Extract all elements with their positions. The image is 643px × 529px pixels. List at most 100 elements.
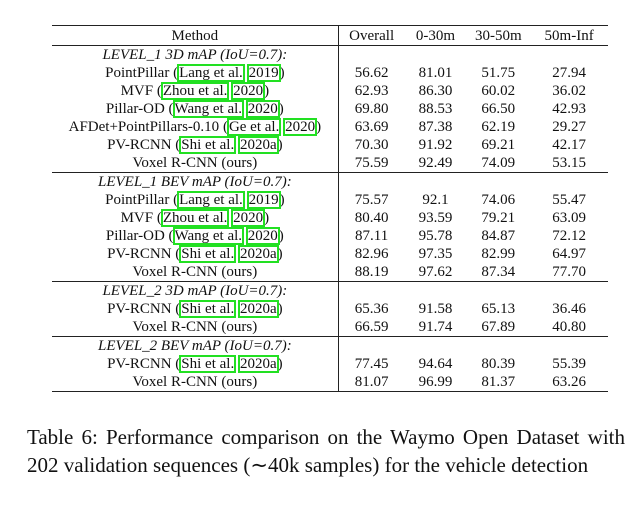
method-name: Voxel R-CNN (ours): [132, 319, 258, 335]
value-30-50m: 82.99: [481, 246, 516, 262]
value-overall: 88.19: [354, 264, 389, 280]
value-30-50m: 67.89: [481, 319, 516, 335]
citation-year-link[interactable]: 2020: [245, 227, 280, 245]
value-50m-inf: 53.15: [552, 155, 586, 171]
group-header-row: LEVEL_2 BEV mAP (IoU=0.7):: [52, 336, 608, 356]
empty-cell: [466, 337, 530, 356]
citation-year-link[interactable]: 2020a: [237, 136, 279, 154]
value-0-30m: 92.1: [422, 192, 449, 208]
header-50m-inf: 50m-Inf: [544, 27, 594, 44]
table-body: LEVEL_1 3D mAP (IoU=0.7): PointPillar (La…: [52, 45, 608, 392]
citation-author-link[interactable]: Shi et al.: [179, 300, 237, 318]
group-header-row: LEVEL_1 3D mAP (IoU=0.7):: [52, 45, 608, 65]
table-row: AFDet+PointPillars-0.10 (Ge et al. 2020)…: [52, 118, 608, 136]
method-name: PointPillar: [105, 192, 170, 208]
value-30-50m: 79.21: [481, 210, 516, 226]
citation-author-link[interactable]: Ge et al.: [226, 118, 282, 136]
value-30-50m: 74.09: [481, 155, 516, 171]
value-0-30m: 91.74: [418, 319, 453, 335]
table-row: PV-RCNN (Shi et al. 2020a) 77.45 94.64 80.3…: [52, 355, 608, 373]
method-name: Voxel R-CNN (ours): [132, 155, 258, 171]
value-0-30m: 97.62: [418, 264, 453, 280]
results-table: Method Overall 0-30m 30-50m 50m-Inf LEVE…: [52, 25, 608, 392]
citation-author-link[interactable]: Shi et al.: [179, 136, 237, 154]
value-50m-inf: 64.97: [552, 246, 586, 262]
value-50m-inf: 27.94: [552, 65, 586, 81]
value-0-30m: 97.35: [418, 246, 453, 262]
value-overall: 62.93: [354, 83, 389, 99]
value-50m-inf: 42.93: [552, 101, 586, 117]
value-overall: 87.11: [355, 228, 389, 244]
value-0-30m: 81.01: [418, 65, 453, 81]
table-row: PointPillar (Lang et al. 2019) 75.57 92.1 7…: [52, 191, 608, 209]
value-30-50m: 51.75: [481, 65, 516, 81]
method-cell: Voxel R-CNN (ours): [52, 154, 339, 173]
value-overall: 81.07: [354, 374, 389, 390]
value-50m-inf: 36.02: [552, 83, 586, 99]
citation-year-link[interactable]: 2019: [246, 64, 281, 82]
value-50m-inf: 77.70: [552, 264, 586, 280]
empty-cell: [338, 46, 404, 65]
citation-author-link[interactable]: Wang et al.: [172, 227, 245, 245]
value-0-30m: 91.58: [418, 301, 453, 317]
method-cell: Voxel R-CNN (ours): [52, 373, 339, 392]
method-cell: PV-RCNN (Shi et al. 2020a): [52, 355, 339, 373]
value-50m-inf: 29.27: [552, 119, 586, 135]
value-0-30m: 92.49: [418, 155, 453, 171]
value-overall: 75.59: [354, 155, 389, 171]
method-cell: Voxel R-CNN (ours): [52, 318, 339, 337]
header-method: Method: [52, 25, 339, 46]
empty-cell: [338, 173, 404, 192]
group-title: LEVEL_2 BEV mAP (IoU=0.7):: [52, 336, 339, 355]
method-name: AFDet+PointPillars-0.10: [68, 119, 220, 135]
method-name: PointPillar: [105, 65, 170, 81]
citation-year-link[interactable]: 2020: [283, 118, 318, 136]
citation-year-link[interactable]: 2020: [245, 100, 280, 118]
empty-cell: [338, 337, 404, 356]
empty-cell: [530, 337, 608, 356]
value-overall: 63.69: [354, 119, 389, 135]
value-50m-inf: 55.39: [552, 356, 586, 372]
value-30-50m: 60.02: [481, 83, 516, 99]
method-cell: MVF (Zhou et al. 2020): [52, 209, 339, 227]
header-row: Method Overall 0-30m 30-50m 50m-Inf: [52, 25, 608, 46]
value-30-50m: 80.39: [481, 356, 516, 372]
citation-author-link[interactable]: Lang et al.: [177, 191, 245, 209]
value-30-50m: 69.21: [481, 137, 516, 153]
value-30-50m: 66.50: [481, 101, 516, 117]
table-row: PV-RCNN (Shi et al. 2020a) 65.36 91.58 65.1…: [52, 300, 608, 318]
method-name: Pillar-OD: [105, 228, 165, 244]
citation-author-link[interactable]: Zhou et al.: [160, 209, 230, 227]
empty-cell: [405, 173, 467, 192]
value-overall: 75.57: [354, 192, 389, 208]
empty-cell: [338, 282, 404, 301]
citation-author-link[interactable]: Zhou et al.: [160, 82, 230, 100]
method-cell: PointPillar (Lang et al. 2019): [52, 64, 339, 82]
value-0-30m: 86.30: [418, 83, 453, 99]
method-name: PV-RCNN: [107, 246, 172, 262]
table-row: MVF (Zhou et al. 2020) 80.40 93.59 79.21 63.…: [52, 209, 608, 227]
header-overall: Overall: [349, 27, 395, 44]
method-name: MVF: [120, 210, 154, 226]
value-30-50m: 81.37: [481, 374, 516, 390]
value-0-30m: 94.64: [418, 356, 453, 372]
citation-year-link[interactable]: 2019: [246, 191, 281, 209]
method-cell: PV-RCNN (Shi et al. 2020a): [52, 245, 339, 263]
citation-year-link[interactable]: 2020a: [237, 245, 279, 263]
citation-year-link[interactable]: 2020: [231, 209, 266, 227]
empty-cell: [530, 282, 608, 301]
value-0-30m: 93.59: [418, 210, 453, 226]
citation-author-link[interactable]: Shi et al.: [179, 355, 237, 373]
citation-year-link[interactable]: 2020: [231, 82, 266, 100]
header-0-30m: 0-30m: [415, 27, 456, 44]
citation-author-link[interactable]: Wang et al.: [172, 100, 245, 118]
table-row: PV-RCNN (Shi et al. 2020a) 70.30 91.92 69.2…: [52, 136, 608, 154]
method-cell: AFDet+PointPillars-0.10 (Ge et al. 2020): [52, 118, 339, 136]
citation-author-link[interactable]: Lang et al.: [177, 64, 245, 82]
citation-year-link[interactable]: 2020a: [237, 300, 279, 318]
value-overall: 82.96: [354, 246, 389, 262]
value-50m-inf: 36.46: [552, 301, 586, 317]
citation-author-link[interactable]: Shi et al.: [179, 245, 237, 263]
value-30-50m: 87.34: [481, 264, 516, 280]
citation-year-link[interactable]: 2020a: [237, 355, 279, 373]
